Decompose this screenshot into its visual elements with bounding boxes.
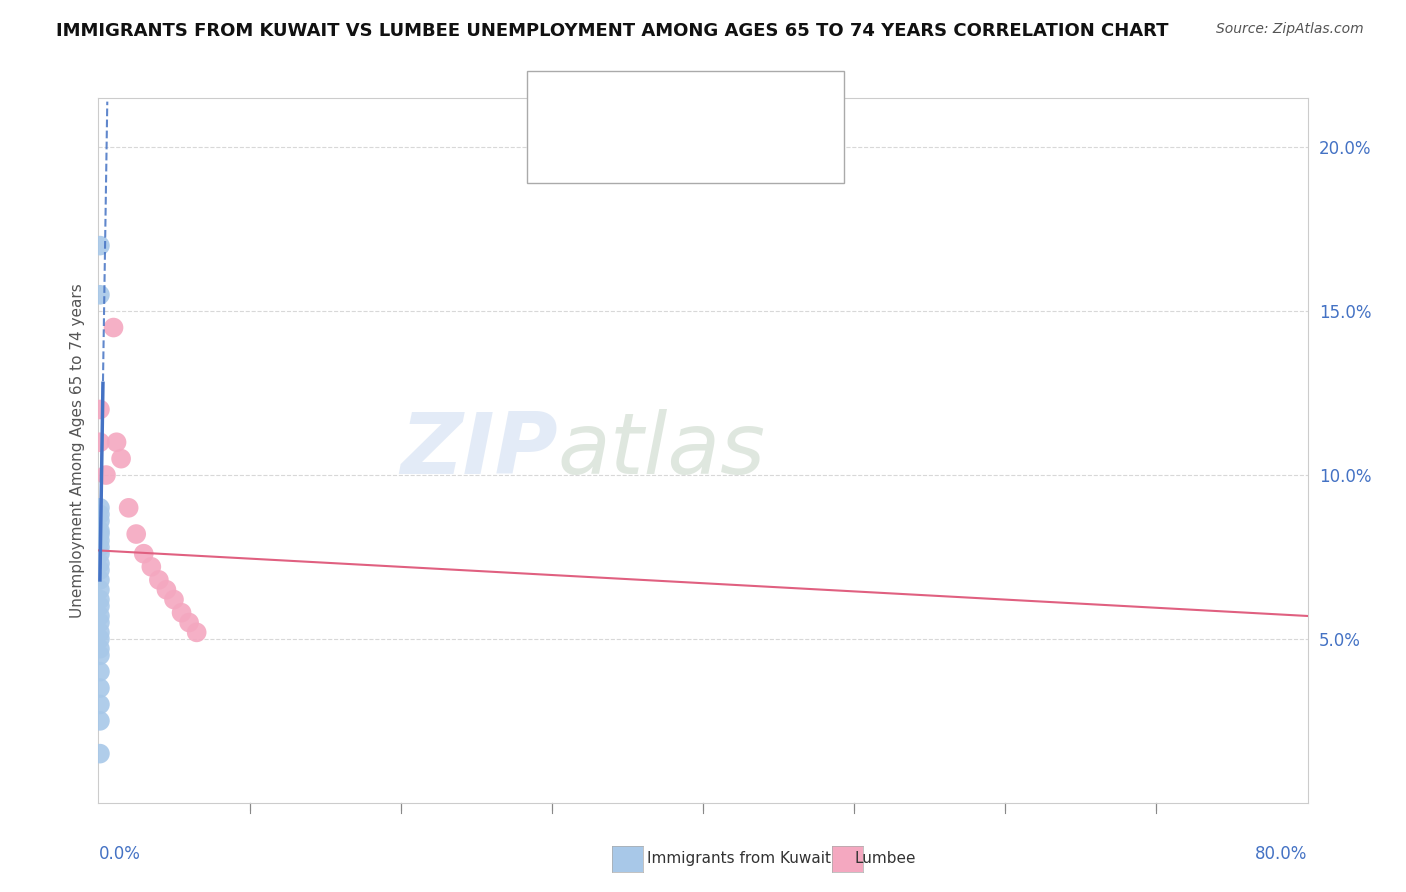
Point — [141, 559, 163, 574]
Point — [148, 573, 170, 587]
Text: R =: R = — [591, 143, 627, 161]
Point — [89, 524, 111, 538]
Text: R =: R = — [591, 96, 627, 114]
Y-axis label: Unemployment Among Ages 65 to 74 years: Unemployment Among Ages 65 to 74 years — [69, 283, 84, 618]
Point — [89, 665, 111, 679]
Text: 0.0%: 0.0% — [98, 845, 141, 863]
Text: 0.325: 0.325 — [636, 96, 695, 114]
Point — [89, 648, 111, 663]
Point — [89, 681, 111, 695]
Point — [89, 527, 111, 541]
Point — [125, 527, 148, 541]
Point — [89, 641, 111, 656]
Point — [94, 468, 117, 483]
Point — [103, 320, 125, 334]
Point — [89, 540, 111, 554]
Point — [89, 573, 111, 587]
Text: Lumbee: Lumbee — [855, 851, 917, 865]
Point — [89, 557, 111, 571]
Point — [89, 435, 111, 450]
Point — [89, 287, 111, 301]
Point — [89, 508, 111, 522]
Point — [89, 592, 111, 607]
Text: N =: N = — [710, 143, 758, 161]
Text: 27: 27 — [749, 96, 773, 114]
Point — [118, 500, 141, 515]
Point — [155, 582, 177, 597]
Text: 80.0%: 80.0% — [1256, 845, 1308, 863]
Text: ZIP: ZIP — [401, 409, 558, 492]
Point — [89, 599, 111, 614]
Point — [89, 500, 111, 515]
Text: Source: ZipAtlas.com: Source: ZipAtlas.com — [1216, 22, 1364, 37]
Point — [170, 606, 193, 620]
Text: -0.040: -0.040 — [636, 143, 695, 161]
Point — [163, 592, 186, 607]
Point — [186, 625, 208, 640]
Point — [89, 609, 111, 624]
Text: Immigrants from Kuwait: Immigrants from Kuwait — [647, 851, 831, 865]
Point — [89, 615, 111, 630]
Point — [89, 747, 111, 761]
Point — [89, 582, 111, 597]
Point — [179, 615, 201, 630]
Text: N =: N = — [703, 96, 751, 114]
Point — [110, 451, 132, 466]
Point — [89, 514, 111, 528]
Text: 16: 16 — [749, 143, 772, 161]
Point — [89, 533, 111, 548]
Point — [132, 547, 155, 561]
Point — [89, 563, 111, 577]
Point — [89, 698, 111, 712]
Point — [89, 402, 111, 417]
Point — [89, 547, 111, 561]
Point — [89, 625, 111, 640]
Point — [89, 714, 111, 728]
Text: atlas: atlas — [558, 409, 766, 492]
Text: IMMIGRANTS FROM KUWAIT VS LUMBEE UNEMPLOYMENT AMONG AGES 65 TO 74 YEARS CORRELAT: IMMIGRANTS FROM KUWAIT VS LUMBEE UNEMPLO… — [56, 22, 1168, 40]
Point — [89, 238, 111, 252]
Point — [89, 632, 111, 646]
Point — [105, 435, 128, 450]
